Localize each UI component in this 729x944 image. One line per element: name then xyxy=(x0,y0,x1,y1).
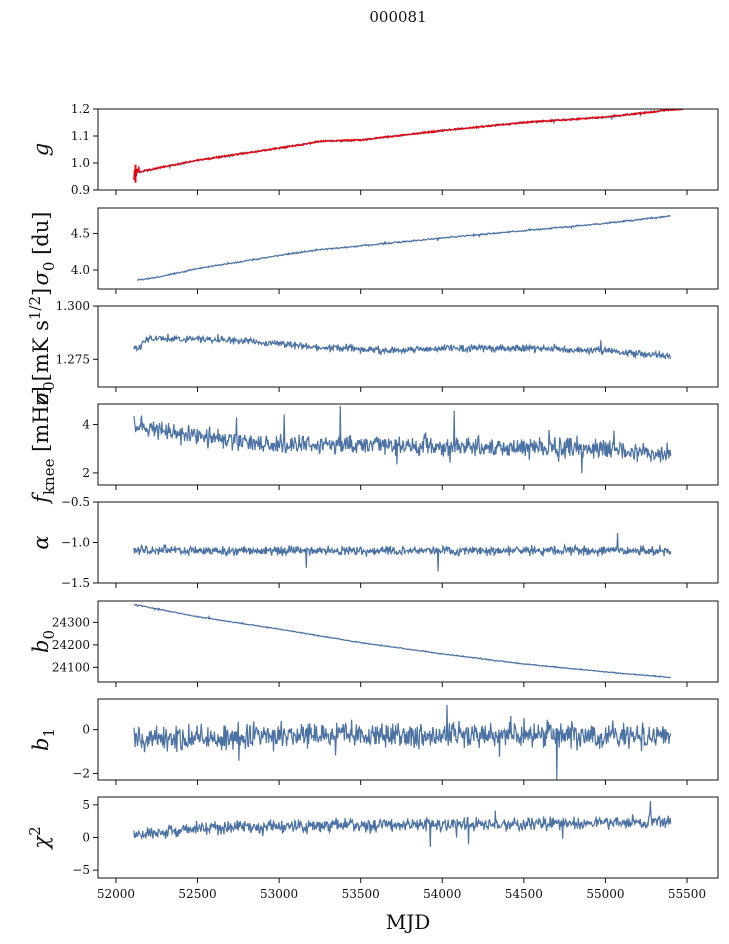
series-line xyxy=(137,214,671,281)
y-tick-label: 1.1 xyxy=(71,129,90,143)
subplot-1: 0.9 1.0 1.1 1.2 xyxy=(71,102,719,197)
subplot-8: −5 0 5 52000 52500 53000 53500 54000 54500 55000 5… xyxy=(72,796,719,901)
x-tick-label: 54500 xyxy=(505,887,543,901)
y-tick-label: 0.9 xyxy=(71,183,90,197)
y-tick-label: 4.0 xyxy=(71,263,90,277)
y-tick-label: 1.275 xyxy=(56,352,90,366)
y-tick-label: 2 xyxy=(82,466,90,480)
y-tick-label: −2 xyxy=(72,766,90,780)
x-tick-label: 53500 xyxy=(342,887,380,901)
axes-frame xyxy=(97,108,719,191)
x-tick-label: 54000 xyxy=(423,887,461,901)
axes-frame xyxy=(97,698,719,781)
series-line xyxy=(133,532,672,572)
y-axis-label: fknee [mHz] xyxy=(29,386,58,505)
y-axis-label: b1 xyxy=(29,728,58,751)
y-tick-label: 24100 xyxy=(52,660,90,674)
axes-frame xyxy=(97,600,719,683)
x-tick-label: 55000 xyxy=(586,887,624,901)
y-tick-label: 1.0 xyxy=(71,156,90,170)
series-line xyxy=(133,801,672,847)
subplot-2: 4.0 4.5 xyxy=(71,207,719,294)
y-axis-label: σ0[mK s1/2] xyxy=(26,288,58,405)
subplot-6: 24100 24200 24300 xyxy=(52,600,719,687)
subplot-5: −1.5 −1.0 −0.5 xyxy=(61,495,719,590)
y-tick-label: 1.300 xyxy=(56,299,90,313)
y-axis-label: χ2 xyxy=(26,826,53,850)
overlay-line xyxy=(133,109,684,180)
y-tick-label: −0.5 xyxy=(61,495,90,509)
x-tick-label: 53000 xyxy=(260,887,298,901)
axes-frame xyxy=(97,796,719,879)
axes-frame xyxy=(97,305,719,388)
y-tick-label: 0 xyxy=(82,831,90,845)
y-tick-label: 4.5 xyxy=(71,227,90,241)
x-tick-label: 52000 xyxy=(97,887,135,901)
series-line xyxy=(133,603,672,679)
y-tick-label: 24200 xyxy=(52,638,90,652)
subplot-7: −2 0 xyxy=(72,698,719,785)
y-tick-label: 0 xyxy=(82,723,90,737)
y-tick-label: 4 xyxy=(82,418,90,432)
y-tick-label: 1.2 xyxy=(71,102,90,116)
subplot-3: 1.275 1.300 xyxy=(56,299,719,392)
series-line xyxy=(133,333,672,360)
figure-title: 000081 xyxy=(369,8,426,26)
y-tick-label: −5 xyxy=(72,863,90,877)
subplot-stack: 0.9 1.0 1.1 1.2 g 4.0 4.5 σ0 [du] 1.275 1.300σ0[m… xyxy=(26,102,719,901)
y-tick-label: 5 xyxy=(82,798,90,812)
y-tick-label: 24300 xyxy=(52,615,90,629)
series-line xyxy=(133,704,672,780)
x-axis-label: MJD xyxy=(386,910,431,934)
y-axis-label: σ0 [du] xyxy=(29,212,58,286)
y-tick-label: −1.5 xyxy=(61,576,90,590)
y-tick-label: −1.0 xyxy=(61,536,90,550)
x-tick-label: 52500 xyxy=(178,887,216,901)
series-line xyxy=(133,405,672,474)
axes-frame xyxy=(97,207,719,290)
subplot-4: 24 xyxy=(82,403,719,490)
y-axis-label: α xyxy=(29,535,53,549)
axes-frame xyxy=(97,501,719,584)
axes-frame xyxy=(97,403,719,486)
y-axis-label: g xyxy=(29,143,53,156)
x-tick-label: 55500 xyxy=(668,887,706,901)
y-axis-label: b0 xyxy=(29,630,58,653)
